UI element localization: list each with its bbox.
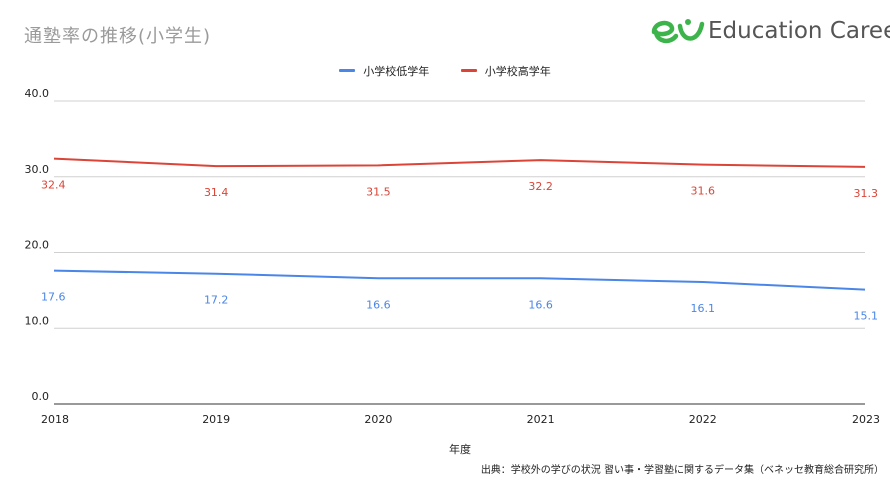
series-line-1 [53, 157, 866, 168]
source-note: 出典：学校外の学びの状況 習い事・学習塾に関するデータ集（ベネッセ教育総合研究所… [480, 465, 884, 476]
page-title: 通塾率の推移(小学生) [24, 26, 212, 47]
data-label: 17.2 [204, 294, 229, 307]
legend-item-low-grade: 小学校低学年 [339, 63, 429, 79]
x-tick-label: 2020 [364, 413, 392, 426]
legend-swatch-low-grade [339, 69, 356, 72]
y-tick-label: 30.0 [25, 163, 50, 176]
data-label: 15.1 [854, 310, 879, 323]
logo-text: Education Career [708, 18, 890, 44]
chart-legend: 小学校低学年 小学校高学年 [0, 62, 890, 79]
logo: Education Career [648, 12, 890, 52]
legend-label-low-grade: 小学校低学年 [363, 64, 430, 78]
data-label: 31.4 [204, 186, 229, 199]
data-label: 16.1 [691, 302, 716, 315]
x-tick-label: 2022 [689, 413, 717, 426]
logo-icon [651, 19, 705, 44]
x-tick-label: 2021 [527, 413, 555, 426]
data-label: 31.3 [854, 187, 879, 200]
legend-item-high-grade: 小学校高学年 [460, 63, 551, 79]
data-label: 31.5 [366, 185, 391, 198]
data-label: 17.6 [41, 291, 66, 304]
x-axis-label: 年度 [449, 443, 471, 456]
y-tick-label: 40.0 [25, 87, 50, 100]
legend-label-high-grade: 小学校高学年 [484, 64, 551, 78]
data-label: 32.4 [41, 179, 66, 192]
y-tick-label: 20.0 [25, 239, 50, 252]
data-label: 16.6 [366, 298, 391, 311]
data-label: 16.6 [528, 298, 553, 311]
y-tick-label: 0.0 [32, 390, 50, 403]
series-line-0 [53, 269, 866, 291]
data-label: 32.2 [528, 180, 553, 193]
x-tick-label: 2019 [202, 413, 230, 426]
x-tick-label: 2023 [852, 413, 880, 426]
data-label: 31.6 [691, 185, 716, 198]
legend-swatch-high-grade [460, 69, 477, 72]
y-tick-label: 10.0 [25, 314, 50, 327]
x-tick-label: 2018 [41, 413, 69, 426]
